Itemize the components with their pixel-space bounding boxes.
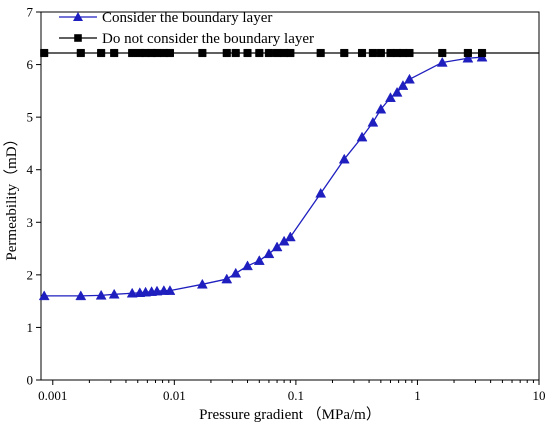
legend-item: Do not consider the boundary layer	[59, 31, 314, 47]
y-axis-title: Permeability（mD）	[3, 131, 20, 260]
legend-marker	[73, 12, 83, 21]
data-point	[75, 290, 87, 301]
y-tick-label: 3	[27, 215, 34, 230]
data-point	[375, 103, 387, 114]
data-point	[405, 48, 414, 58]
data-point	[286, 48, 295, 58]
x-axis-title: Pressure gradient （MPa/m）	[199, 406, 381, 423]
series-1	[40, 48, 539, 58]
data-point	[385, 92, 396, 102]
data-point	[165, 48, 174, 58]
data-point	[438, 48, 447, 58]
data-point	[284, 231, 296, 242]
data-point	[221, 273, 233, 284]
data-point	[108, 288, 120, 299]
data-point	[367, 116, 379, 127]
series-line	[44, 56, 483, 297]
data-point	[38, 290, 50, 301]
data-point	[151, 285, 163, 296]
legend-item: Consider the boundary layer	[59, 10, 272, 26]
data-point	[315, 187, 327, 198]
y-tick-label: 4	[27, 162, 34, 177]
data-point	[357, 48, 367, 58]
data-point	[340, 48, 349, 58]
data-point	[368, 48, 377, 58]
data-point	[436, 56, 448, 67]
data-point	[316, 48, 325, 58]
data-point	[477, 48, 487, 58]
data-point	[462, 52, 474, 63]
data-point	[40, 48, 49, 58]
plot-area	[38, 11, 540, 381]
data-point	[391, 86, 403, 97]
data-point	[242, 260, 253, 271]
legend-marker	[74, 34, 82, 42]
series-layer	[38, 48, 539, 301]
data-point	[356, 131, 368, 142]
data-point	[271, 241, 283, 252]
data-point	[152, 48, 162, 58]
data-point	[164, 285, 176, 295]
y-tick-label: 2	[27, 267, 34, 282]
data-point	[264, 48, 273, 58]
data-point	[196, 278, 208, 289]
legend: Consider the boundary layer Do not consid…	[59, 10, 314, 47]
y-tick-label: 7	[27, 5, 34, 20]
data-point	[76, 48, 85, 58]
x-tick-label: 0.01	[163, 388, 186, 403]
data-point	[222, 48, 231, 58]
data-point	[376, 48, 385, 58]
data-point	[230, 267, 242, 278]
data-point	[128, 48, 137, 58]
data-point	[263, 248, 275, 259]
y-tick-label: 1	[27, 320, 34, 335]
data-point	[95, 289, 107, 300]
plot-frame	[40, 11, 540, 381]
data-point	[463, 48, 472, 58]
data-point	[97, 48, 106, 58]
data-point	[243, 48, 252, 58]
y-axis: 0 1 2 3 4 5 6 7	[27, 5, 41, 388]
x-axis: 0.001 0.01 0.1 1 10	[38, 380, 546, 403]
x-tick-label: 0.001	[38, 388, 67, 403]
legend-label: Do not consider the boundary layer	[102, 31, 314, 47]
legend-label: Consider the boundary layer	[102, 10, 272, 26]
y-tick-label: 6	[27, 57, 34, 72]
x-tick-label: 1	[414, 388, 421, 403]
data-point	[231, 48, 240, 58]
data-point	[126, 287, 138, 298]
y-tick-label: 0	[27, 373, 34, 388]
y-tick-label: 5	[27, 110, 34, 125]
data-point	[273, 48, 282, 58]
x-tick-label: 10	[533, 388, 546, 403]
data-point	[255, 48, 264, 58]
data-point	[253, 255, 265, 265]
x-tick-label: 0.1	[288, 388, 304, 403]
series-0	[38, 51, 488, 301]
data-point	[198, 48, 207, 58]
data-point	[397, 80, 409, 90]
data-point	[338, 153, 350, 164]
data-point	[404, 73, 415, 84]
data-point	[110, 48, 119, 58]
